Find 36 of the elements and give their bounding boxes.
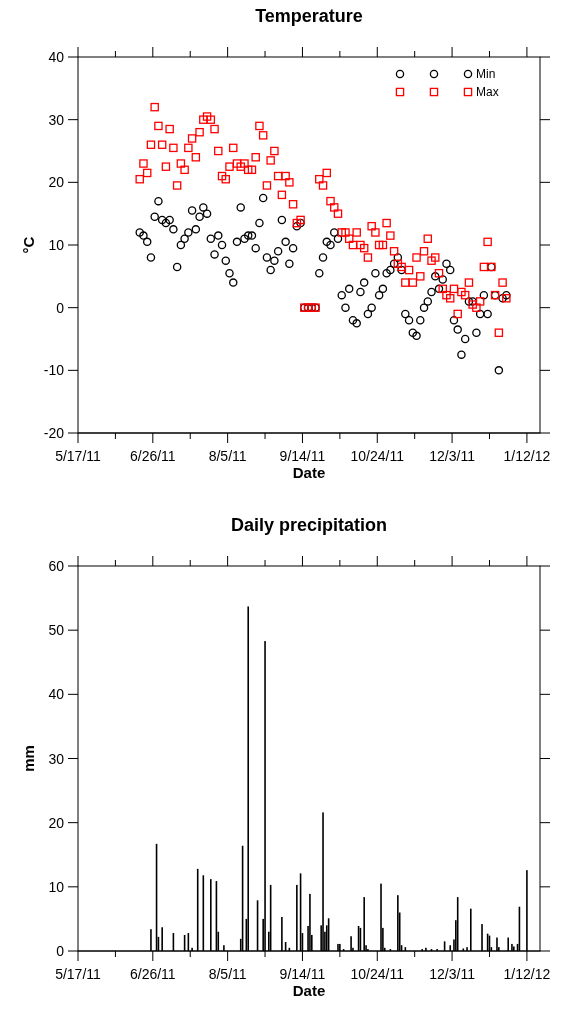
x-tick-label: 5/17/11 xyxy=(55,966,102,982)
y-axis-title: °C xyxy=(20,236,37,254)
chart-title: Daily precipitation xyxy=(230,515,388,535)
x-tick-label: 10/24/11 xyxy=(350,966,405,982)
y-tick-label: 10 xyxy=(48,237,65,253)
y-tick-label: 20 xyxy=(48,174,65,191)
x-tick-label: 6/26/11 xyxy=(129,448,176,464)
x-tick-label: 12/3/11 xyxy=(429,966,476,982)
x-tick-label: 8/5/11 xyxy=(208,448,247,464)
y-tick-label: 30 xyxy=(48,750,65,767)
y-tick-label: -10 xyxy=(43,362,65,379)
x-tick-label: 1/12/12 xyxy=(503,966,551,982)
y-tick-label: 50 xyxy=(48,622,65,639)
y-tick-label: 60 xyxy=(48,558,65,574)
chart-title: Temperature xyxy=(255,6,363,26)
x-tick-label: 8/5/11 xyxy=(208,966,247,982)
x-tick-label: 9/14/11 xyxy=(279,966,326,982)
y-tick-label: 20 xyxy=(48,814,65,831)
y-axis-title: mm xyxy=(20,745,37,772)
y-tick-label: 0 xyxy=(56,943,65,959)
x-tick-label: 5/17/11 xyxy=(55,448,102,464)
x-tick-label: 1/12/12 xyxy=(503,448,551,464)
legend-label: Min xyxy=(476,67,496,81)
x-tick-label: 12/3/11 xyxy=(429,448,476,464)
x-tick-label: 9/14/11 xyxy=(279,448,326,464)
y-tick-label: -20 xyxy=(43,425,65,441)
legend-label: Max xyxy=(476,85,499,99)
y-tick-label: 10 xyxy=(48,878,65,895)
y-tick-label: 40 xyxy=(48,686,65,703)
x-axis-title: Date xyxy=(292,982,326,999)
x-tick-label: 10/24/11 xyxy=(350,448,405,464)
y-tick-label: 40 xyxy=(48,49,65,65)
y-tick-label: 30 xyxy=(48,111,65,128)
x-axis-title: Date xyxy=(292,464,326,481)
x-tick-label: 6/26/11 xyxy=(129,966,176,982)
y-tick-label: 0 xyxy=(56,299,65,316)
